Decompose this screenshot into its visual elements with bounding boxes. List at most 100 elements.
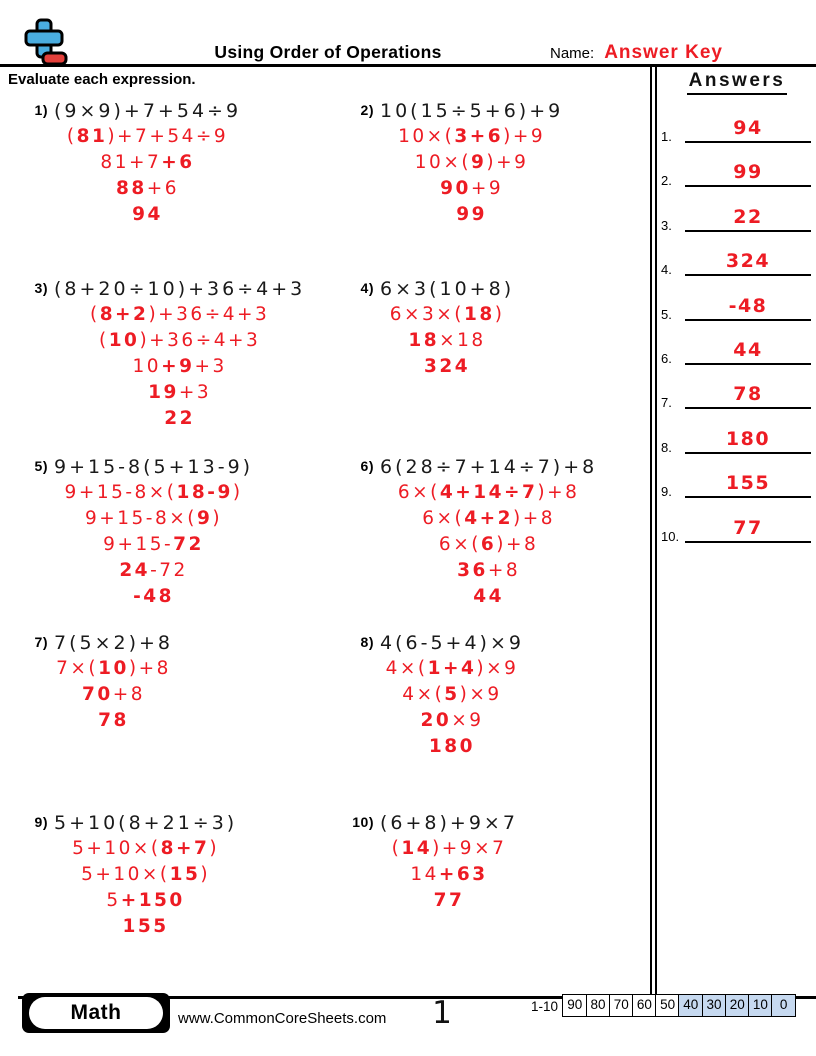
answer-row: 9. 155 <box>658 459 816 503</box>
score-grid: 90 80 70 60 50 40 30 20 10 0 <box>562 994 797 1017</box>
solution-step: 10×(3+6)+9 <box>398 126 546 147</box>
answer-blank-line: 77 <box>685 517 811 543</box>
problem-number: 2) <box>360 102 374 118</box>
solution-step: (8+2)+36÷4+3 <box>89 304 270 325</box>
solution-step: (81)+7+54÷9 <box>66 126 229 147</box>
solution-step: 9+15-8×(18-9) <box>64 482 243 503</box>
problem: 8) 4(6-5+4)×9 4×(1+4)×9 4×(5)×9 20×9 180 <box>346 630 524 760</box>
solution-step: 10×(9)+9 <box>414 152 529 173</box>
solution-step: 81+7+6 <box>100 152 195 173</box>
answer-value: 78 <box>733 383 763 406</box>
solution-step: 18×18 <box>408 330 486 351</box>
solution-step: 324 <box>423 356 471 377</box>
solution-step: 7×(10)+8 <box>56 658 171 679</box>
solution-step: 180 <box>428 736 476 757</box>
solution-step: 19+3 <box>148 382 212 403</box>
problem: 3) (8+20÷10)+36÷4+3 (8+2)+36÷4+3 (10)+36÷4+… <box>20 276 305 432</box>
answer-number: 10. <box>661 528 680 544</box>
solution-step: 90+9 <box>440 178 504 199</box>
footer-rule <box>18 996 816 999</box>
page-title: Using Order of Operations <box>214 42 442 62</box>
answer-value: 324 <box>725 250 771 273</box>
math-badge: Math <box>22 993 170 1033</box>
answer-row: 3. 22 <box>658 193 816 237</box>
score-box: 60 <box>632 994 657 1017</box>
score-box: 30 <box>701 994 727 1017</box>
solution-step: 20×9 <box>420 710 484 731</box>
problem-expression: 7(5×2)+8 <box>54 632 174 654</box>
answer-row: 7. 78 <box>658 370 816 414</box>
problem-expression: 5+10(8+21÷3) <box>54 812 238 834</box>
answers-title: Answers <box>658 70 816 95</box>
score-box: 70 <box>608 994 634 1017</box>
score-range-label: 1-10 <box>531 999 559 1014</box>
problem-number: 4) <box>360 280 374 296</box>
problem-number: 6) <box>360 458 374 474</box>
score-box: 90 <box>562 994 588 1017</box>
answer-value: 180 <box>725 427 771 450</box>
solution-step: 9+15-8×(9) <box>85 508 223 529</box>
answer-blank-line: 94 <box>685 117 811 143</box>
page-number: 1 <box>432 995 452 1031</box>
subject-label: Math <box>29 997 163 1029</box>
score-box: 40 <box>678 994 704 1017</box>
answer-key-text: Answer Key <box>604 42 723 63</box>
answer-row: 1. 94 <box>658 104 816 148</box>
answer-number: 2. <box>661 173 672 189</box>
answer-number: 6. <box>661 351 672 366</box>
answer-number: 5. <box>661 306 672 322</box>
problem: 1) (9×9)+7+54÷9 (81)+7+54÷9 81+7+6 88+6 94 <box>20 98 241 228</box>
answer-number: 3. <box>661 217 672 233</box>
problem-expression: 4(6-5+4)×9 <box>380 632 524 654</box>
website-url: www.CommonCoreSheets.com <box>178 1010 387 1027</box>
solution-step: 155 <box>122 916 169 937</box>
problem: 10) (6+8)+9×7 (14)+9×7 14+63 77 <box>346 810 518 914</box>
problem: 2) 10(15÷5+6)+9 10×(3+6)+9 10×(9)+9 90+9 99 <box>346 98 563 228</box>
answer-value: 44 <box>733 339 763 361</box>
problem-expression: (9×9)+7+54÷9 <box>54 100 242 122</box>
problem: 9) 5+10(8+21÷3) 5+10×(8+7) 5+10×(15) 5+150 15… <box>20 810 237 940</box>
header-rule <box>0 64 816 67</box>
solution-step: 99 <box>456 204 487 225</box>
solution-step: 88+6 <box>116 178 180 199</box>
solution-step: 14+63 <box>410 864 488 885</box>
solution-step: 77 <box>433 890 465 911</box>
problem: 6) 6(28÷7+14÷7)+8 6×(4+14÷7)+8 6×(4+2)+8 6×(… <box>346 454 597 610</box>
score-box: 10 <box>748 994 773 1017</box>
solution-step: 24-72 <box>119 560 188 581</box>
answer-value: 99 <box>733 161 763 184</box>
score-box: 80 <box>585 994 611 1017</box>
problem-number: 1) <box>34 102 48 118</box>
problem-number: 8) <box>360 634 374 650</box>
solution-step: 6×(4+2)+8 <box>422 508 555 529</box>
answer-row: 5. -48 <box>658 282 816 326</box>
name-row: Name: Answer Key <box>550 42 723 64</box>
solution-step: 44 <box>473 586 504 607</box>
problem-number: 7) <box>34 634 48 650</box>
name-label: Name: <box>550 45 595 62</box>
solution-step: 4×(1+4)×9 <box>385 658 519 679</box>
solution-step: 5+10×(15) <box>81 864 211 885</box>
solution-step: 94 <box>132 204 163 225</box>
answers-panel: Answers 1. 94 2. 99 3. 22 4. 324 5. -48 6. 44 7. 78 8.… <box>658 70 816 544</box>
answer-number: 4. <box>661 262 672 278</box>
answer-blank-line: 324 <box>685 250 811 277</box>
answer-blank-line: 180 <box>685 428 811 454</box>
problem: 5) 9+15-8(5+13-9) 9+15-8×(18-9) 9+15-8×(9) 9… <box>20 454 253 610</box>
solution-step: 78 <box>98 710 129 731</box>
solution-step: 36+8 <box>457 560 521 581</box>
problem: 4) 6×3(10+8) 6×3×(18) 18×18 324 <box>346 276 514 380</box>
problem-number: 9) <box>34 814 48 830</box>
answer-value: -48 <box>728 294 768 317</box>
solution-step: (10)+36÷4+3 <box>98 330 261 351</box>
solution-step: 22 <box>164 408 195 429</box>
solution-step: 9+15-72 <box>103 534 204 555</box>
solution-step: 10+9+3 <box>132 356 227 377</box>
score-box: 50 <box>655 994 681 1017</box>
answer-row: 10. 77 <box>658 504 816 548</box>
answer-value: 77 <box>733 516 763 539</box>
answer-number: 8. <box>661 439 672 455</box>
solution-step: 6×3×(18) <box>389 304 505 325</box>
answer-row: 6. 44 <box>658 326 816 370</box>
